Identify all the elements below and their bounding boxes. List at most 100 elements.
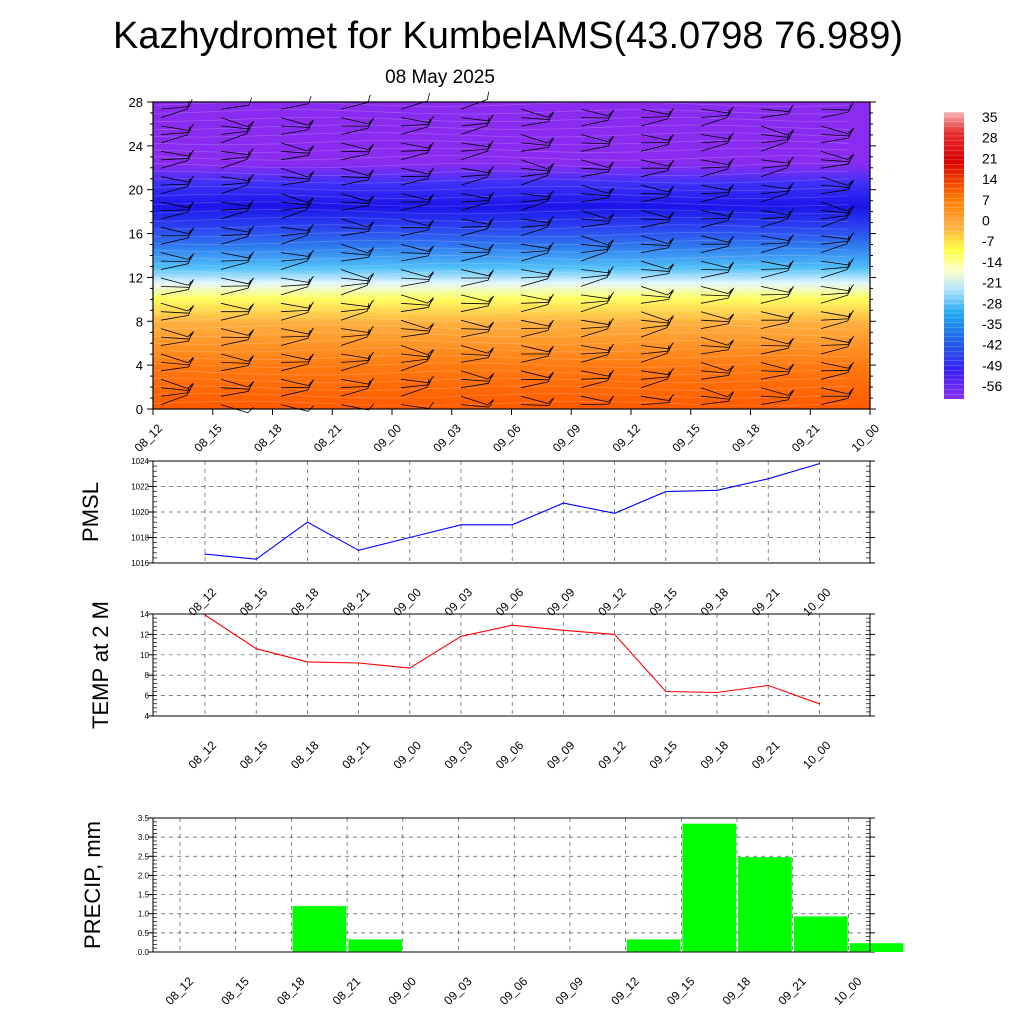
wind-barb	[160, 277, 195, 286]
wind-barb	[220, 254, 251, 270]
wind-barb-staff	[700, 159, 729, 166]
wind-barb-staff	[700, 192, 729, 194]
wind-barb	[820, 125, 854, 135]
wind-barb	[220, 353, 255, 362]
wind-barb-flag	[188, 201, 195, 209]
data-point	[358, 549, 360, 551]
wind-barb-flag	[547, 111, 554, 118]
wind-barb-staff	[700, 271, 729, 279]
wind-barb-staff	[820, 240, 849, 245]
temp-panel: 4 6 8 10 12 14 08_12 08_15 08_18 08_21 09_00 09_03 0…	[88, 601, 875, 772]
series-line	[204, 614, 820, 705]
wind-barb-staff	[160, 277, 189, 286]
wind-barb-staff	[820, 189, 849, 194]
wind-barb-staff	[520, 121, 549, 127]
wind-barb-flag	[787, 363, 795, 370]
wind-barb-flag	[427, 144, 431, 153]
wind-barb-staff	[460, 150, 488, 161]
wind-barb-flag	[727, 287, 735, 294]
data-point	[511, 524, 513, 526]
wind-barb-staff	[340, 328, 369, 333]
wind-barb-flag	[187, 330, 194, 338]
y-tick-label: 0	[136, 402, 143, 417]
wind-barb	[400, 272, 434, 280]
wind-barb-staff	[220, 252, 249, 259]
wind-barb-staff	[760, 395, 789, 399]
wind-barb-flag	[548, 398, 554, 406]
isoline	[152, 331, 850, 337]
wind-barb-staff	[820, 362, 849, 369]
wind-barb-staff	[280, 226, 309, 232]
wind-barb-staff	[280, 260, 308, 270]
wind-barb-flag	[548, 267, 555, 275]
wind-barb-staff	[640, 118, 669, 127]
y-tick-label: 0.5	[138, 929, 150, 938]
wind-barb-flag	[247, 176, 250, 186]
y-tick-label: 10	[140, 651, 149, 660]
x-tick-label: 09_21	[775, 974, 809, 1008]
wind-barb-staff	[160, 387, 189, 392]
wind-barb-staff	[160, 201, 189, 209]
wind-barb-staff	[520, 218, 549, 224]
wind-barb-staff	[400, 243, 429, 252]
wind-barb	[580, 210, 614, 220]
wind-barb-staff	[520, 329, 549, 338]
wind-barb-flag	[188, 149, 195, 157]
wind-barb	[760, 260, 795, 267]
wind-barb-staff	[760, 192, 788, 203]
wind-barb-staff	[220, 104, 249, 110]
wind-barb	[460, 91, 490, 110]
wind-barb	[280, 193, 314, 204]
wind-barb-staff	[760, 399, 789, 405]
wind-barb-staff	[340, 226, 369, 230]
wind-barb	[160, 123, 195, 131]
wind-barb-flag	[307, 252, 310, 261]
wind-barb	[820, 232, 854, 240]
wind-barb-staff	[700, 362, 728, 372]
wind-barb-staff	[160, 336, 189, 340]
data-point	[511, 624, 513, 626]
wind-barb	[820, 312, 851, 329]
wind-barb-staff	[700, 220, 729, 228]
wind-barb	[460, 217, 495, 225]
colorbar-label: -28	[982, 295, 1002, 311]
wind-barb	[220, 199, 255, 207]
wind-barb-flag	[668, 186, 674, 195]
wind-barb-staff	[340, 218, 368, 228]
bar	[626, 939, 681, 952]
wind-barb-staff	[340, 176, 369, 179]
wind-barb-staff	[340, 167, 369, 176]
wind-barb-flag	[728, 106, 734, 114]
wind-barb-staff	[460, 193, 489, 199]
wind-barb-staff	[160, 160, 189, 169]
wind-barb	[400, 269, 434, 278]
wind-barb	[221, 304, 254, 313]
wind-barb	[520, 398, 554, 406]
wind-barb-flag	[607, 346, 611, 355]
wind-barb	[280, 201, 310, 220]
wind-barb-flag	[848, 258, 854, 266]
wind-barb-flag	[307, 171, 314, 178]
wind-barb-flag	[788, 390, 794, 398]
data-point	[818, 703, 821, 705]
wind-barb-flag	[787, 262, 791, 271]
isoline	[152, 339, 850, 345]
wind-barb	[520, 370, 555, 378]
wind-barb-staff	[520, 108, 548, 118]
wind-barb-staff	[220, 184, 248, 194]
isoline	[152, 124, 850, 130]
wind-barb-flag	[247, 381, 254, 388]
wind-barb-flag	[246, 125, 250, 134]
x-tick-label: 10_00	[800, 738, 834, 772]
data-point	[409, 536, 411, 539]
wind-barb-staff	[820, 318, 849, 321]
y-tick-label: 1022	[131, 483, 149, 492]
wind-barb	[460, 400, 494, 408]
wind-barb-flag	[847, 205, 854, 212]
wind-barb-staff	[160, 314, 189, 321]
wind-barb-staff	[700, 395, 729, 400]
wind-barb	[580, 184, 614, 194]
wind-barb-flag	[847, 261, 850, 270]
x-tick-label: 10_00	[831, 974, 865, 1008]
wind-barb	[820, 201, 854, 212]
